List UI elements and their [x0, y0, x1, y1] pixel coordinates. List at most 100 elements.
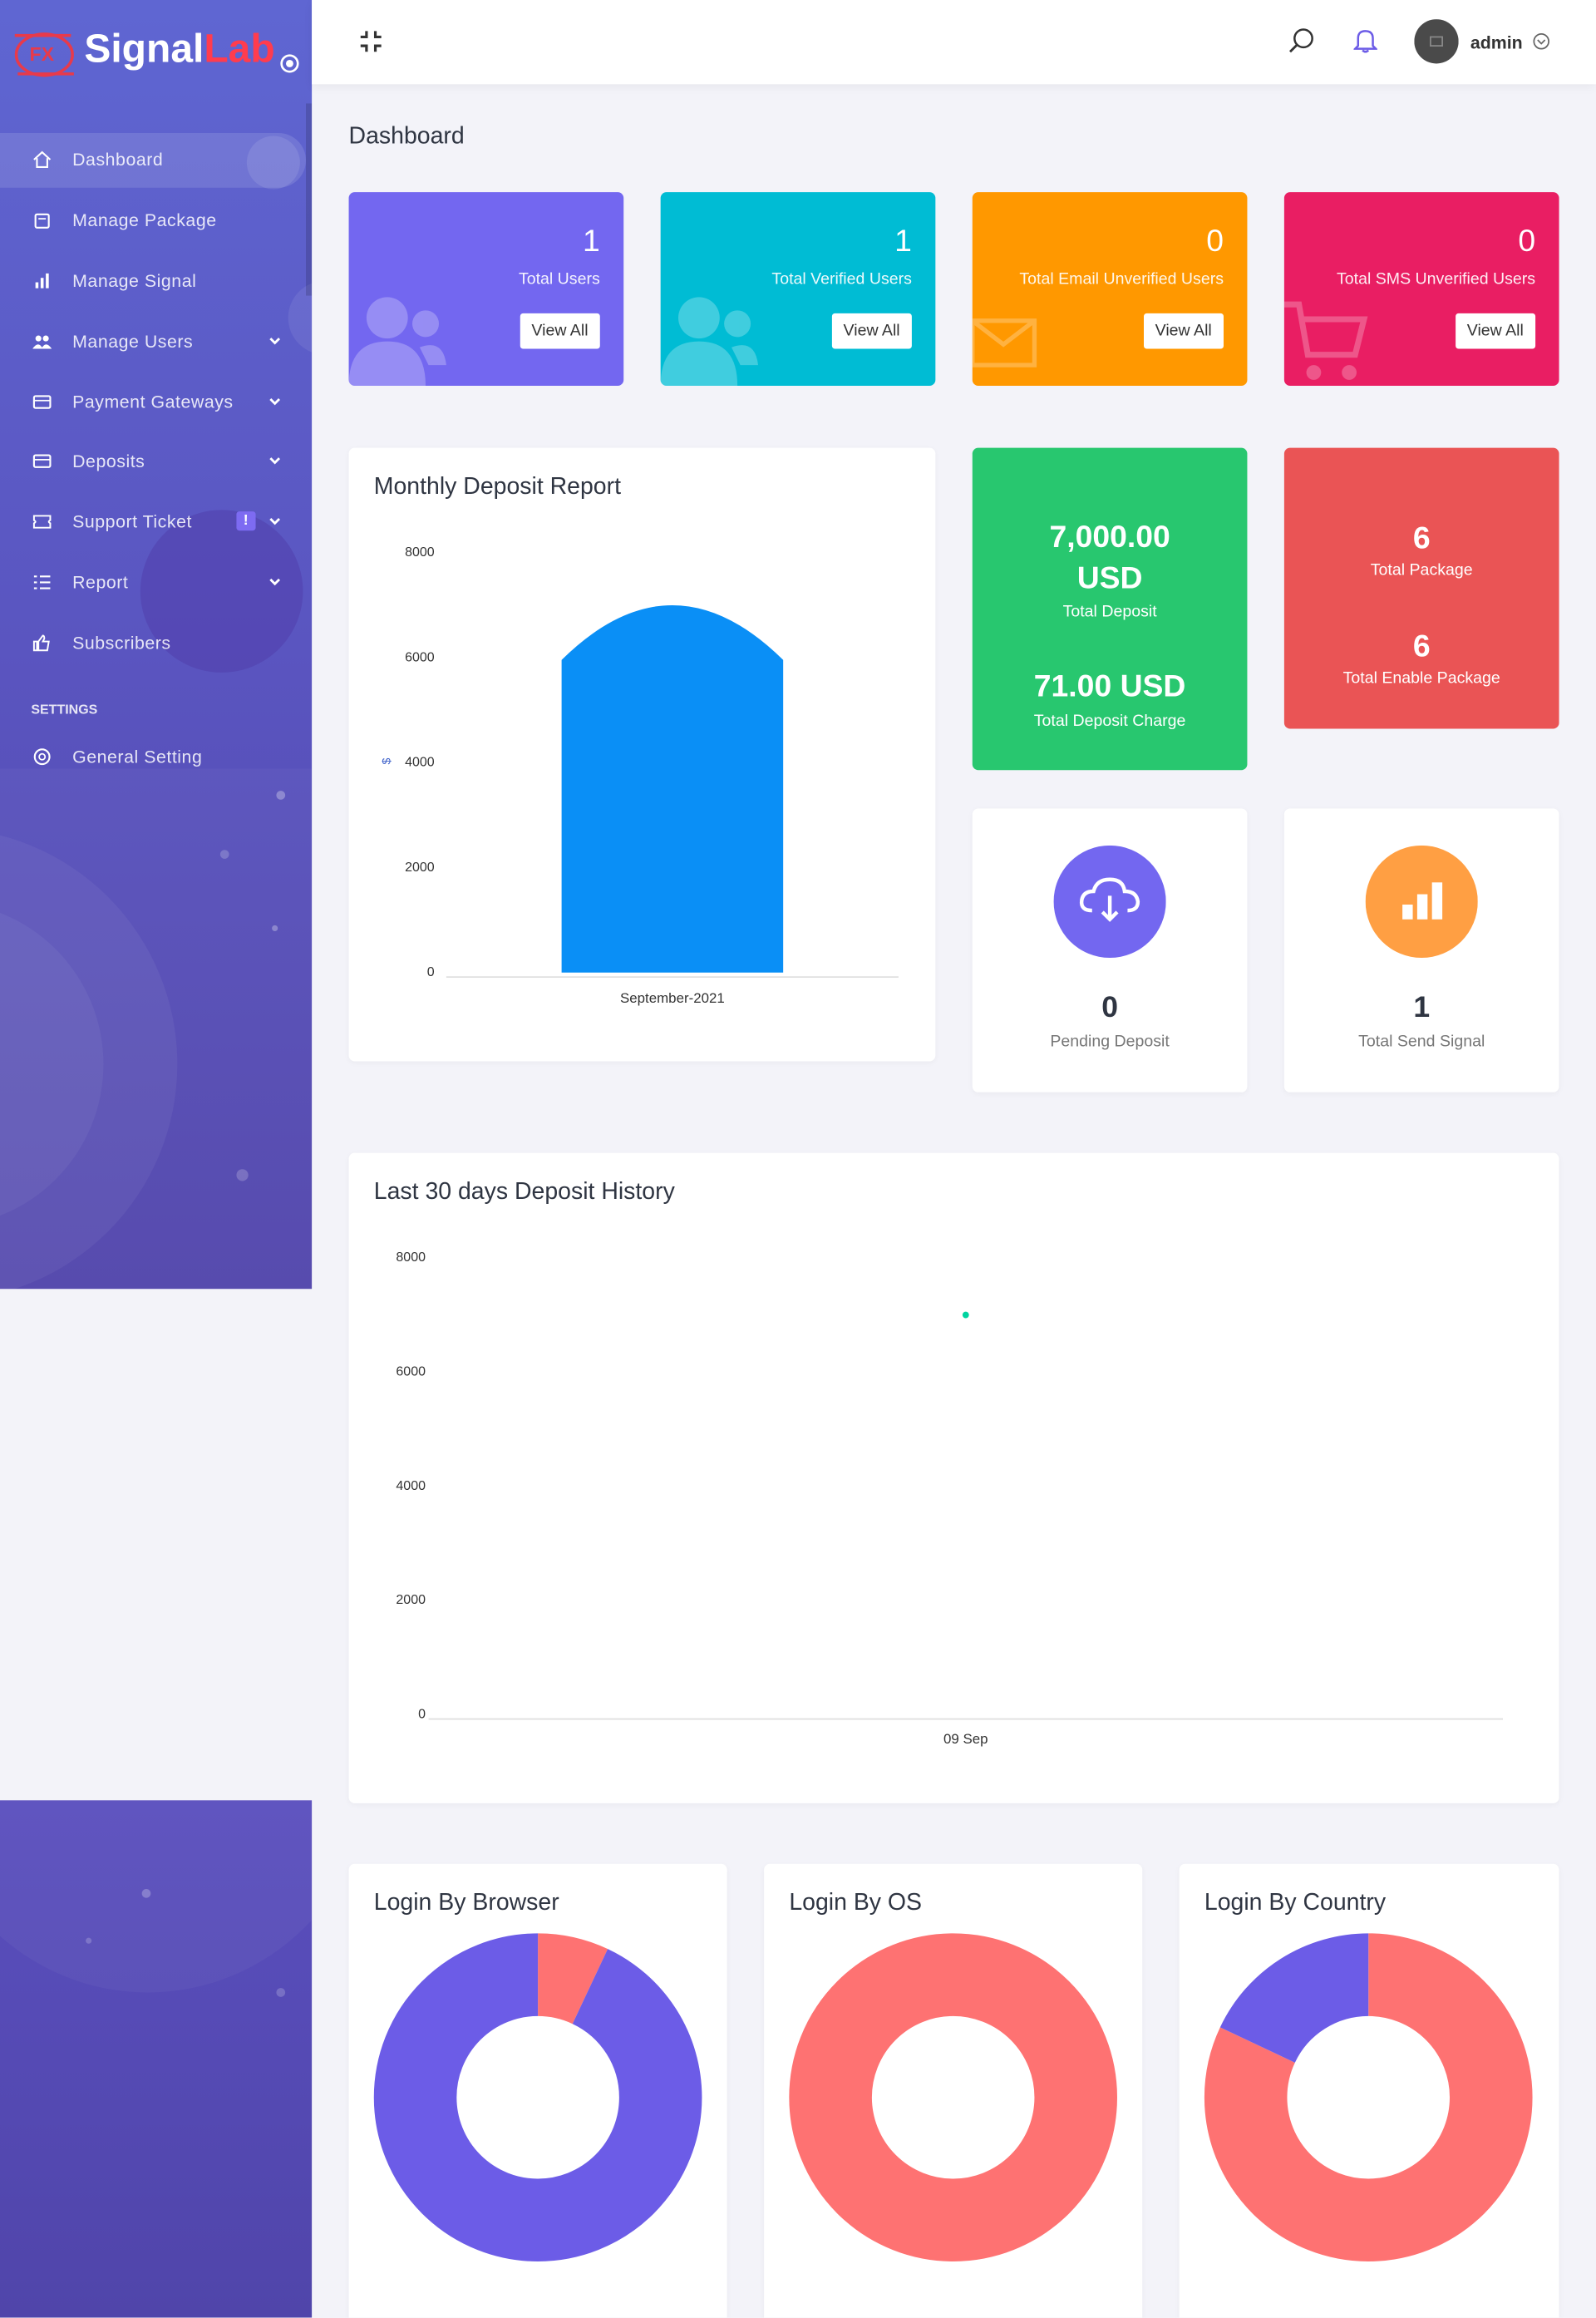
active-highlight — [0, 133, 307, 188]
widget-card: 0 Pending Deposit — [972, 808, 1248, 1092]
menu-item[interactable]: Deposits — [0, 439, 312, 483]
logo-text: FX — [29, 42, 55, 66]
chart: 0 2000 4000 6000 8000 09 Sep — [396, 1250, 1504, 1747]
y-tick-label: 0 — [418, 1707, 426, 1721]
widget-icon — [1053, 845, 1166, 959]
stat-value: 1 — [583, 224, 600, 259]
menu-badge: ! — [236, 511, 256, 531]
menu-item[interactable]: Manage Package — [0, 198, 312, 242]
widget-value: 1 — [1413, 991, 1431, 1025]
settings-heading: SETTINGS — [31, 702, 98, 718]
menu-item[interactable]: Payment Gateways — [0, 380, 312, 424]
view-all-button[interactable]: View All — [1455, 313, 1536, 349]
brand-mark — [280, 54, 299, 73]
chart-title: Login By Browser — [373, 1890, 559, 1916]
stat-label: Total SMS Unverified Users — [1337, 270, 1536, 289]
x-tick-label: September-2021 — [620, 990, 725, 1006]
chart-title: Last 30 days Deposit History — [373, 1179, 675, 1205]
deposit-card: 7,000.00 USD Total Deposit 71.00 USD Tot… — [972, 447, 1248, 771]
point — [962, 1311, 969, 1319]
y-axis-label: $ — [381, 758, 394, 765]
stat-value: 1 — [894, 224, 912, 259]
enabled-package-label: Total Enable Package — [1342, 669, 1500, 688]
total-package: 6 — [1412, 521, 1431, 556]
chart-title: Monthly Deposit Report — [373, 474, 622, 500]
view-all-button[interactable]: View All — [520, 313, 600, 349]
menu-label: Subscribers — [72, 632, 171, 653]
y-tick-label: 2000 — [405, 861, 435, 875]
view-all-button[interactable]: View All — [1143, 313, 1224, 349]
menu-label: Payment Gateways — [72, 392, 234, 413]
user-menu-icon[interactable] — [1533, 32, 1550, 50]
menu-label: Manage Signal — [72, 270, 197, 292]
widget-label: Pending Deposit — [1050, 1033, 1170, 1052]
chart: 0 2000 4000 6000 8000 $ September-2021 — [381, 545, 899, 1006]
menu-item[interactable]: Manage Signal — [0, 259, 312, 303]
bar — [561, 605, 784, 973]
chart-card: Monthly Deposit Report 0 2000 4000 6000 8000… — [348, 447, 936, 1062]
search-icon[interactable] — [1288, 27, 1315, 53]
widget-card: 1 Total Send Signal — [1283, 808, 1559, 1092]
brand-logo: FX — [12, 27, 76, 83]
stat-value: 0 — [1206, 224, 1224, 259]
notification-icon[interactable] — [1353, 27, 1377, 53]
y-tick-label: 6000 — [396, 1364, 426, 1378]
total-package-label: Total Package — [1370, 561, 1473, 580]
package-card: 6 Total Package 6 Total Enable Package — [1283, 447, 1559, 729]
user-name[interactable]: admin — [1470, 32, 1523, 54]
menu-item[interactable]: General Setting — [0, 735, 312, 779]
sidebar-shade — [0, 768, 312, 1289]
chart — [1204, 1933, 1533, 2262]
menu-item[interactable]: Support Ticket! — [0, 500, 312, 544]
menu-label: Support Ticket — [72, 511, 192, 533]
widget-icon — [1365, 845, 1478, 959]
y-tick-label: 6000 — [405, 650, 435, 664]
top-bar: admin — [312, 0, 1596, 85]
collapse-icon[interactable] — [359, 30, 382, 53]
y-tick-label: 4000 — [405, 756, 435, 770]
menu-label: Report — [72, 572, 129, 593]
widget-value: 0 — [1101, 991, 1119, 1025]
menu-item[interactable]: Report — [0, 560, 312, 604]
stat-card: 1 Total Users View All — [348, 192, 624, 387]
chart-title: Login By OS — [789, 1890, 923, 1916]
stat-card: 0 Total SMS Unverified Users View All — [1283, 192, 1559, 387]
total-deposit-label: Total Deposit — [1062, 603, 1157, 621]
sidebar: FX SignalLab Dashboard Manage Package Ma… — [0, 0, 313, 1290]
y-tick-label: 0 — [427, 965, 435, 979]
chart-card: Last 30 days Deposit History 0 2000 4000 60… — [348, 1152, 1559, 1803]
menu-item[interactable]: Manage Users — [0, 319, 312, 363]
sidebar-lower — [0, 1800, 313, 2318]
brand-accent: Lab — [204, 27, 275, 72]
stat-label: Total Email Unverified Users — [1019, 270, 1224, 289]
deposit-charge-label: Total Deposit Charge — [1033, 712, 1186, 731]
avatar[interactable] — [1414, 19, 1459, 64]
slice — [789, 1933, 1118, 2262]
stat-value: 0 — [1518, 224, 1536, 259]
stat-label: Total Users — [518, 270, 600, 289]
deposit-charge: 71.00 USD — [1033, 669, 1186, 704]
brand-name[interactable]: SignalLab — [84, 27, 274, 72]
y-tick-label: 2000 — [396, 1593, 426, 1607]
view-all-button[interactable]: View All — [831, 313, 912, 349]
sidebar-decoration — [0, 103, 313, 1290]
slice — [1204, 1933, 1533, 2262]
y-tick-label: 8000 — [405, 545, 435, 560]
stat-card: 1 Total Verified Users View All — [660, 192, 936, 387]
menu-item[interactable]: Subscribers — [0, 621, 312, 665]
widget-label: Total Send Signal — [1358, 1033, 1485, 1052]
chart-card: Login By Country — [1179, 1863, 1559, 2318]
chart — [789, 1933, 1118, 2262]
x-tick-label: 09 Sep — [943, 1731, 988, 1747]
stat-label: Total Verified Users — [771, 270, 912, 289]
total-deposit: 7,000.00 USD — [1049, 520, 1170, 596]
chart — [373, 1933, 702, 2262]
menu-label: Dashboard — [72, 149, 164, 170]
menu-item[interactable]: Dashboard — [0, 137, 312, 181]
chart-card: Login By OS — [764, 1863, 1143, 2318]
stat-card: 0 Total Email Unverified Users View All — [972, 192, 1248, 387]
menu-label: Manage Users — [72, 331, 194, 353]
chart-title: Login By Country — [1204, 1890, 1387, 1916]
